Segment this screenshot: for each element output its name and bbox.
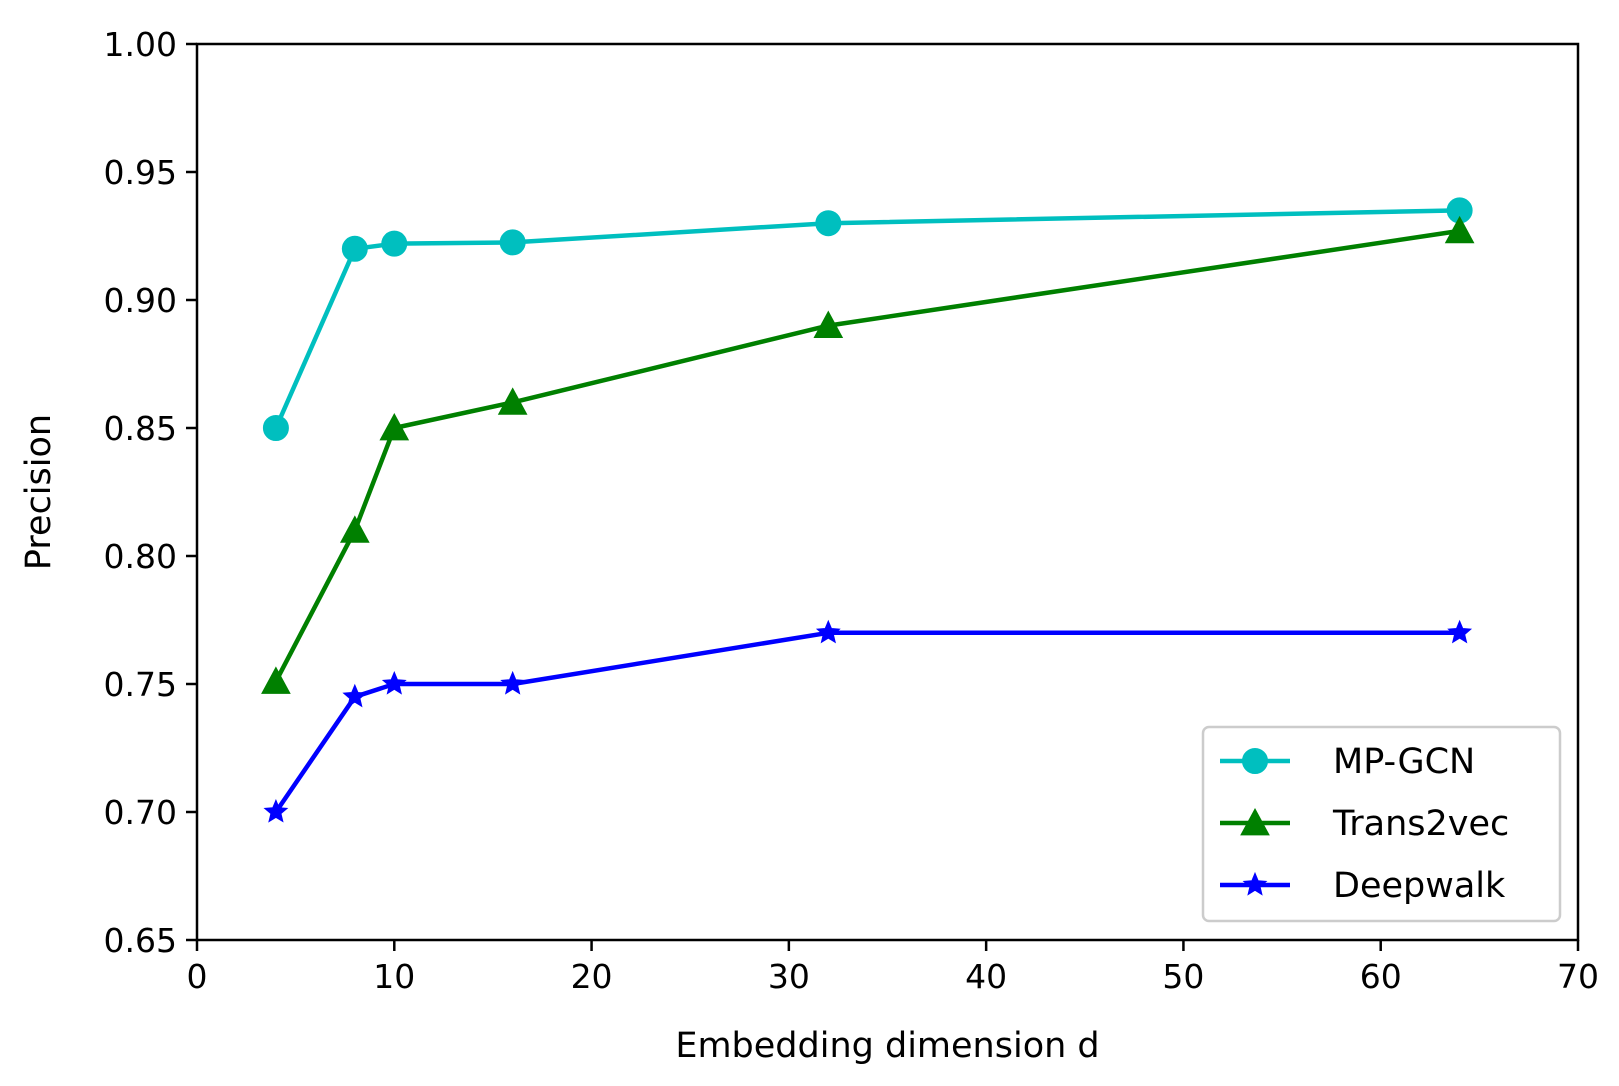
data-point-mp-gcn (381, 230, 408, 257)
data-point-trans2vec (379, 412, 410, 441)
data-point-deepwalk (815, 619, 841, 644)
data-point-deepwalk (263, 798, 289, 823)
y-tick-label: 0.90 (104, 281, 177, 320)
legend-item-deepwalk: Deepwalk (1220, 866, 1506, 906)
data-point-trans2vec (1444, 215, 1475, 244)
plot-frame (195, 42, 1580, 942)
legend-marker-trans2vec (1240, 807, 1270, 836)
data-point-mp-gcn (815, 210, 842, 237)
x-tick-label: 20 (571, 957, 613, 996)
legend-label-mp-gcn: MP-GCN (1333, 742, 1475, 782)
data-point-trans2vec (497, 387, 528, 415)
legend-box (1201, 725, 1562, 923)
data-point-deepwalk (500, 670, 526, 695)
series-mp-gcn (262, 197, 1473, 441)
data-point-trans2vec (339, 515, 370, 543)
y-tick-label: 0.85 (104, 409, 177, 448)
y-tick-label: 0.70 (104, 793, 177, 832)
data-point-deepwalk (342, 683, 368, 708)
legend-marker-deepwalk (1242, 871, 1268, 896)
data-point-mp-gcn (262, 415, 289, 441)
y-tick-label: 0.65 (104, 921, 177, 960)
x-axis-title: Embedding dimension d (675, 1026, 1099, 1066)
data-point-mp-gcn (499, 229, 526, 256)
legend-label-deepwalk: Deepwalk (1333, 866, 1506, 906)
y-tick-label: 0.80 (104, 537, 177, 576)
series-line-trans2vec (273, 228, 1460, 683)
legend-item-trans2vec: Trans2vec (1220, 804, 1509, 844)
data-point-trans2vec (813, 310, 844, 338)
x-tick-label: 50 (1162, 957, 1204, 996)
x-tick-label: 60 (1360, 957, 1402, 996)
y-tick-label: 0.75 (104, 665, 177, 704)
series-deepwalk (263, 619, 1473, 823)
y-axis: 0.65 0.70 0.75 0.80 0.85 0.90 0.95 1.00 (104, 25, 197, 960)
data-point-trans2vec (261, 666, 291, 694)
data-point-mp-gcn (341, 235, 368, 262)
legend: MP-GCN Trans2vec Deepwalk (1201, 725, 1562, 923)
y-axis-title: Precision (19, 414, 59, 570)
legend-marker-mp-gcn (1242, 748, 1268, 774)
x-tick-label: 10 (373, 957, 415, 996)
x-tick-label: 70 (1557, 957, 1599, 996)
y-tick-label: 0.95 (104, 153, 177, 192)
legend-item-mp-gcn: MP-GCN (1220, 742, 1475, 782)
legend-label-trans2vec: Trans2vec (1332, 804, 1509, 844)
data-point-deepwalk (1447, 619, 1473, 644)
series-line-mp-gcn (273, 208, 1460, 429)
y-tick-label: 1.00 (104, 25, 177, 64)
x-axis: 0 10 20 30 40 50 60 70 (187, 940, 1599, 996)
x-tick-label: 0 (187, 957, 208, 996)
x-tick-label: 40 (965, 957, 1007, 996)
series-trans2vec (261, 215, 1475, 694)
x-tick-label: 30 (768, 957, 810, 996)
series-layer (261, 197, 1475, 823)
series-line-deepwalk (274, 630, 1460, 814)
data-point-deepwalk (381, 670, 407, 695)
